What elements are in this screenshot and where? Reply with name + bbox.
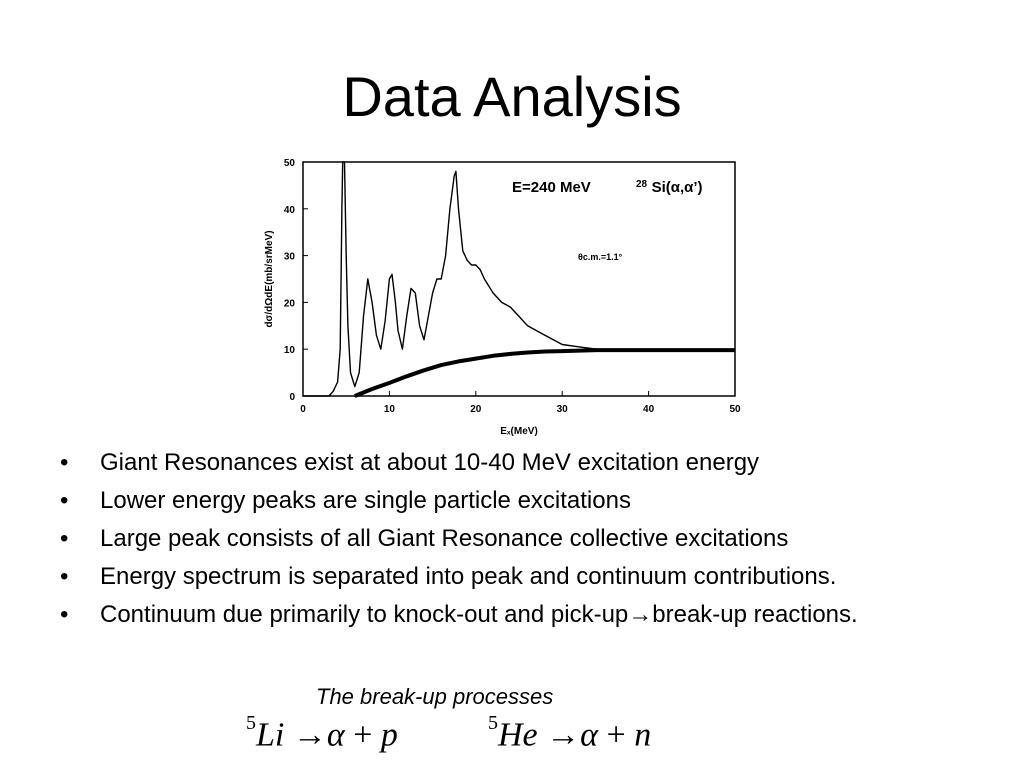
y-tick-label: 30 [284, 252, 296, 263]
y-tick-label: 40 [284, 205, 296, 216]
arrow-symbol: → [546, 716, 581, 754]
breakup-caption: The break-up processes [316, 684, 554, 709]
bullet-dot: • [60, 449, 69, 476]
plus-symbol: + [606, 716, 626, 754]
x-tick-label: 40 [643, 404, 655, 415]
spectrum-chart: 0 10 20 30 40 50 0 10 20 30 40 50 E=240 MeV 28 Si(… [258, 150, 758, 440]
bullet-text: Giant Resonances exist at about 10-40 Me… [100, 449, 760, 476]
x-tick-label: 50 [729, 404, 741, 415]
bullet-item: • Lower energy peaks are single particle … [60, 486, 960, 516]
bullet-text: Continuum due primarily to knock-out and… [100, 601, 858, 628]
he-breakup-equation: 5He →α + n [488, 712, 652, 754]
annotation-angle: θc.m.=1.1° [578, 252, 623, 262]
spectrum-series-line [303, 161, 735, 397]
bullet-dot: • [60, 563, 69, 590]
bullet-text: Large peak consists of all Giant Resonan… [100, 525, 789, 552]
product-symbol: n [634, 716, 652, 754]
bullet-list: • Giant Resonances exist at about 10-40 M… [60, 448, 960, 638]
annotation-reaction: Si(α,α’) [652, 179, 703, 196]
slide-title: Data Analysis [342, 65, 682, 128]
li-breakup-equation: 5Li →α + p [246, 712, 398, 754]
y-axis-label: dσ/dΩdE(mb/srMeV) [264, 230, 275, 327]
x-axis-label: Eₓ(MeV) [500, 426, 538, 437]
spectrum-chart-svg: 0 10 20 30 40 50 0 10 20 30 40 50 E=240 MeV 28 Si(… [264, 158, 741, 437]
mass-number: 5 [488, 712, 498, 734]
alpha-symbol: α [326, 716, 345, 754]
y-tick-label: 50 [284, 158, 296, 169]
bullet-text: Energy spectrum is separated into peak a… [100, 563, 837, 590]
bullet-item: • Large peak consists of all Giant Resona… [60, 524, 960, 554]
bullet-text: Lower energy peaks are single particle e… [100, 487, 631, 514]
alpha-symbol: α [580, 716, 599, 754]
bullet-item: • Continuum due primarily to knock-out an… [60, 600, 960, 630]
annotation-mass-number: 28 [636, 179, 648, 190]
product-symbol: p [380, 716, 398, 754]
plus-symbol: + [353, 716, 373, 754]
bullet-dot: • [60, 487, 69, 514]
bullet-dot: • [60, 601, 69, 628]
annotation-energy: E=240 MeV [512, 179, 591, 196]
mass-number: 5 [246, 712, 256, 734]
plot-frame [302, 161, 736, 397]
bullet-dot: • [60, 525, 69, 552]
x-tick-label: 10 [384, 404, 396, 415]
nucleus-symbol: He [498, 716, 538, 754]
bullet-item: • Giant Resonances exist at about 10-40 M… [60, 448, 960, 478]
y-tick-label: 10 [284, 345, 296, 356]
y-tick-label: 0 [289, 392, 295, 403]
x-tick-label: 30 [557, 404, 569, 415]
svg-text:28 Si(α,α’): 28 Si(α,α’) [636, 174, 703, 196]
nucleus-symbol: Li [256, 716, 285, 754]
y-tick-label: 20 [284, 298, 296, 309]
continuum-series-line [354, 348, 735, 398]
arrow-symbol: → [292, 716, 327, 754]
x-tick-label: 20 [470, 404, 482, 415]
x-tick-label: 0 [300, 404, 306, 415]
bullet-item: • Energy spectrum is separated into peak … [60, 562, 960, 592]
